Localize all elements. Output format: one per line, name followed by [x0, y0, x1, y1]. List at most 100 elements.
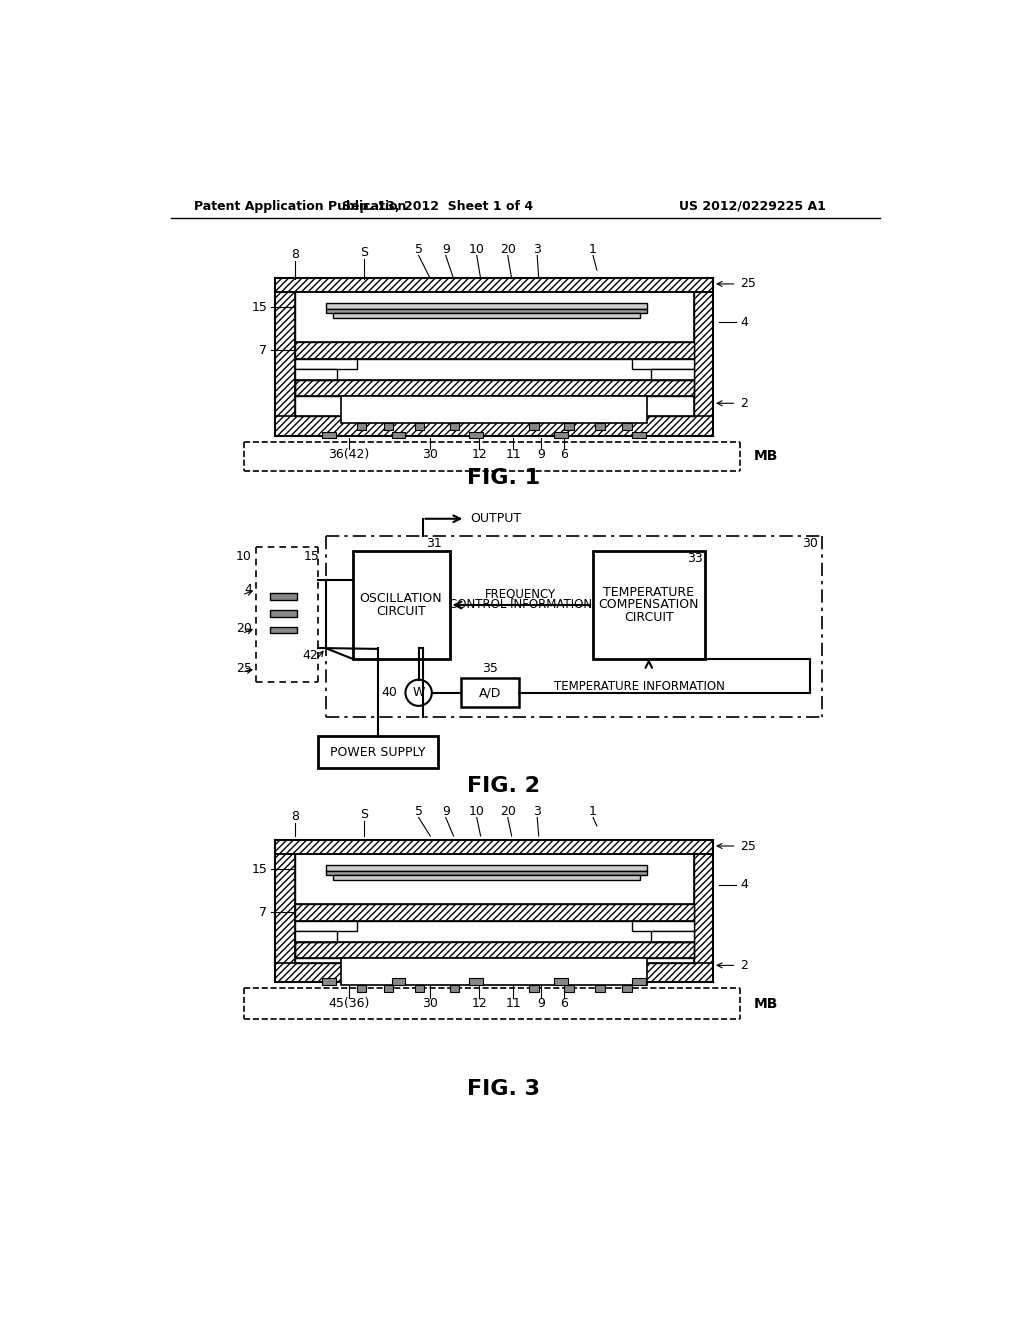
Text: 33: 33 [687, 552, 703, 565]
Text: 4: 4 [740, 878, 749, 891]
Bar [469, 432, 483, 438]
Text: 9: 9 [538, 998, 545, 1010]
Text: 2: 2 [740, 958, 749, 972]
Bar [295, 359, 356, 370]
Text: 1: 1 [589, 243, 597, 256]
Bar [270, 610, 297, 616]
Text: OSCILLATION: OSCILLATION [359, 593, 442, 606]
Text: 25: 25 [740, 277, 756, 290]
Bar [391, 432, 406, 438]
Text: 9: 9 [441, 243, 450, 256]
Bar [326, 309, 647, 313]
Bar [326, 304, 647, 309]
Bar [341, 396, 647, 422]
Bar [415, 985, 424, 993]
Text: 40: 40 [381, 686, 397, 700]
Text: 30: 30 [422, 998, 438, 1010]
Bar [623, 422, 632, 430]
Bar [564, 422, 573, 430]
Bar [595, 985, 604, 993]
Text: S: S [360, 246, 369, 259]
Text: TEMPERATURE INFORMATION: TEMPERATURE INFORMATION [554, 680, 725, 693]
Text: MB: MB [755, 449, 778, 463]
Bar [334, 313, 640, 318]
Text: 7: 7 [259, 906, 267, 919]
Text: 10: 10 [469, 243, 484, 256]
Bar [275, 840, 713, 854]
Text: 3: 3 [534, 805, 541, 818]
Text: Sep. 13, 2012  Sheet 1 of 4: Sep. 13, 2012 Sheet 1 of 4 [342, 199, 534, 213]
Text: 31: 31 [426, 537, 442, 550]
Bar [469, 978, 483, 985]
Bar [632, 921, 693, 932]
Bar [322, 432, 336, 438]
Bar [632, 432, 646, 438]
Text: FIG. 2: FIG. 2 [467, 776, 541, 796]
Text: FIG. 1: FIG. 1 [467, 469, 541, 488]
Bar [295, 932, 337, 942]
Text: 1: 1 [589, 805, 597, 818]
Text: 10: 10 [469, 805, 484, 818]
Bar [554, 978, 568, 985]
Bar [275, 964, 713, 982]
Bar [450, 422, 459, 430]
Text: POWER SUPPLY: POWER SUPPLY [330, 746, 425, 759]
Bar [341, 958, 647, 985]
Text: 30: 30 [422, 449, 438, 462]
Bar [295, 380, 693, 396]
Bar [632, 978, 646, 985]
Text: MB: MB [755, 997, 778, 1011]
Bar [651, 370, 693, 380]
Bar [275, 854, 295, 982]
Text: CIRCUIT: CIRCUIT [376, 605, 426, 618]
Bar [461, 678, 519, 708]
Text: A/D: A/D [479, 686, 501, 700]
Bar [651, 932, 693, 942]
Text: FREQUENCY: FREQUENCY [485, 587, 556, 601]
Text: 7: 7 [259, 343, 267, 356]
Bar [384, 985, 393, 993]
Bar [593, 552, 706, 659]
Text: 8: 8 [291, 810, 299, 824]
Bar [295, 904, 693, 921]
Text: 4: 4 [244, 583, 252, 597]
Text: 8: 8 [291, 248, 299, 261]
Text: 5: 5 [415, 243, 423, 256]
Text: 36(42): 36(42) [329, 449, 370, 462]
Bar [352, 552, 450, 659]
Text: 45(36): 45(36) [328, 998, 370, 1010]
Bar [693, 854, 713, 982]
Text: 6: 6 [560, 998, 568, 1010]
Text: TEMPERATURE: TEMPERATURE [603, 586, 694, 599]
Text: 15: 15 [252, 301, 267, 314]
Bar [275, 416, 713, 436]
Text: S: S [360, 808, 369, 821]
Bar [270, 627, 297, 634]
Bar [270, 594, 297, 599]
Bar [564, 985, 573, 993]
Bar [623, 985, 632, 993]
Text: 4: 4 [740, 315, 749, 329]
Bar [384, 422, 393, 430]
Text: 12: 12 [471, 449, 487, 462]
Bar [295, 921, 356, 932]
Text: Patent Application Publication: Patent Application Publication [194, 199, 407, 213]
Bar [529, 985, 539, 993]
Text: 11: 11 [505, 998, 521, 1010]
Bar [554, 432, 568, 438]
Bar [595, 422, 604, 430]
Bar [529, 422, 539, 430]
Text: 5: 5 [415, 805, 423, 818]
Bar [275, 292, 295, 436]
Bar [295, 292, 693, 416]
Text: OUTPUT: OUTPUT [471, 512, 521, 525]
Bar [295, 342, 693, 359]
Text: 25: 25 [740, 840, 756, 853]
Bar [334, 875, 640, 880]
Bar [275, 277, 713, 292]
Text: 2: 2 [740, 397, 749, 409]
Text: 15: 15 [252, 862, 267, 875]
Bar [295, 370, 337, 380]
Text: FIG. 3: FIG. 3 [467, 1078, 541, 1098]
Text: 11: 11 [505, 449, 521, 462]
